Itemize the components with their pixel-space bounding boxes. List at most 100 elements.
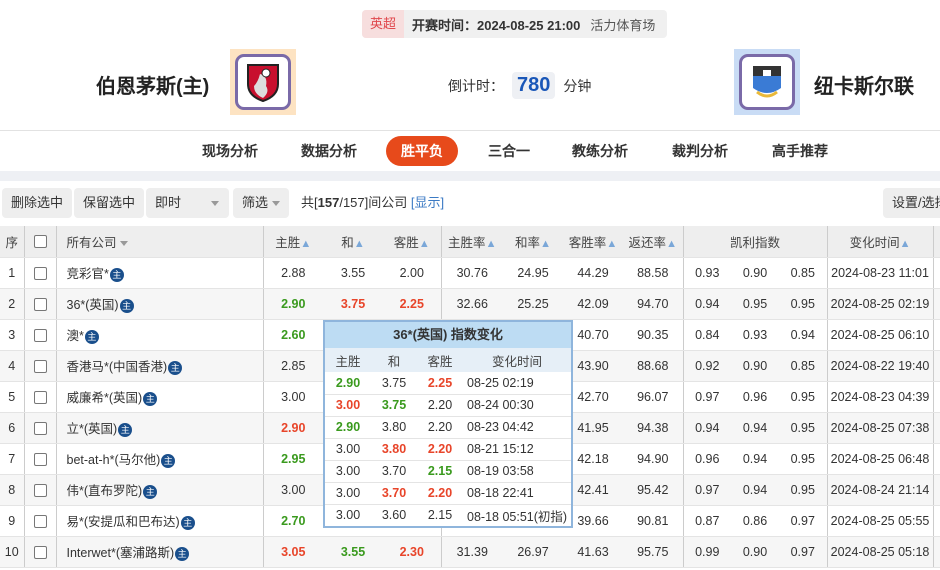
row-select[interactable] bbox=[23, 381, 56, 413]
return-rate: 95.75 bbox=[623, 536, 683, 568]
away-rate: 39.66 bbox=[563, 505, 623, 537]
company-name[interactable]: 威廉希*(英国) bbox=[66, 391, 143, 405]
kelly-draw: 0.94 bbox=[731, 412, 779, 444]
company-name[interactable]: bet-at-h*(马尔他) bbox=[66, 453, 161, 467]
tab-data-analysis[interactable]: 数据分析 bbox=[301, 143, 357, 159]
sort-up-icon: ▲ bbox=[899, 237, 911, 250]
row-select[interactable] bbox=[23, 319, 56, 351]
tab-live-analysis[interactable]: 现场分析 bbox=[202, 143, 258, 159]
col-home[interactable]: 主胜▲ bbox=[262, 226, 323, 258]
filter-dropdown[interactable]: 筛选 bbox=[233, 188, 289, 218]
home-badge-icon: 主 bbox=[84, 329, 99, 344]
company-name[interactable]: 立*(英国) bbox=[66, 422, 118, 436]
tab-three-in-one[interactable]: 三合一 bbox=[488, 143, 530, 159]
table-row[interactable]: 2 36*(英国) 主 2.90 3.75 2.25 32.66 25.25 42.09 94.7… bbox=[0, 288, 940, 320]
away-team-name[interactable]: 纽卡斯尔联 bbox=[814, 76, 914, 98]
kelly-away: 0.95 bbox=[779, 288, 828, 320]
kelly-home: 0.97 bbox=[682, 474, 731, 506]
select-all-checkbox[interactable] bbox=[23, 226, 56, 258]
row-select[interactable] bbox=[23, 350, 56, 382]
row-select[interactable] bbox=[23, 505, 56, 537]
tab-win-draw-lose[interactable]: 胜平负 bbox=[386, 136, 458, 166]
checkbox[interactable] bbox=[33, 297, 47, 311]
home-odds: 3.05 bbox=[262, 536, 323, 568]
col-home-rate[interactable]: 主胜率▲ bbox=[440, 226, 503, 258]
company-cell[interactable]: 易*(安提瓜和巴布达) 主 bbox=[55, 505, 263, 537]
checkbox[interactable] bbox=[33, 235, 47, 249]
tab-referee-analysis[interactable]: 裁判分析 bbox=[672, 143, 728, 159]
home-team-logo[interactable] bbox=[230, 49, 296, 115]
checkbox[interactable] bbox=[33, 421, 47, 435]
company-cell[interactable]: 香港马*(中国香港) 主 bbox=[55, 350, 263, 382]
show-link[interactable]: [显示] bbox=[410, 195, 445, 210]
home-odds: 2.70 bbox=[262, 505, 323, 537]
home-rate: 32.66 bbox=[440, 288, 503, 320]
tab-expert-picks[interactable]: 高手推荐 bbox=[772, 143, 828, 159]
popup-away: 2.25 bbox=[417, 372, 463, 395]
table-row[interactable]: 10 Interwet*(塞浦路斯) 主 3.05 3.55 2.30 31.39 26.97… bbox=[0, 536, 940, 568]
home-rate: 30.76 bbox=[440, 257, 503, 289]
col-away-rate[interactable]: 客胜率▲ bbox=[563, 226, 623, 258]
row-select[interactable] bbox=[23, 474, 56, 506]
away-odds: 2.00 bbox=[383, 257, 441, 289]
col-away[interactable]: 客胜▲ bbox=[383, 226, 441, 258]
company-name[interactable]: 竞彩官* bbox=[66, 267, 109, 281]
company-name[interactable]: 伟*(直布罗陀) bbox=[66, 484, 143, 498]
kelly-draw: 0.95 bbox=[731, 288, 779, 320]
sort-up-icon: ▲ bbox=[606, 237, 618, 250]
bournemouth-crest-icon bbox=[247, 64, 279, 102]
home-team-name[interactable]: 伯恩茅斯(主) bbox=[96, 76, 210, 98]
checkbox[interactable] bbox=[33, 545, 47, 559]
table-row[interactable]: 1 竞彩官* 主 2.88 3.55 2.00 30.76 24.95 44.29 88.58 0.… bbox=[0, 257, 940, 289]
popup-header: 主胜 和 客胜 变化时间 bbox=[325, 348, 571, 372]
row-select[interactable] bbox=[23, 412, 56, 444]
company-cell[interactable]: 澳* 主 bbox=[55, 319, 263, 351]
row-select[interactable] bbox=[23, 257, 56, 289]
company-cell[interactable]: Interwet*(塞浦路斯) 主 bbox=[55, 536, 263, 568]
kelly-away: 0.85 bbox=[779, 257, 828, 289]
popup-time: 08-25 02:19 bbox=[463, 372, 571, 395]
company-name[interactable]: 澳* bbox=[66, 329, 84, 343]
col-time[interactable]: 变化时间▲ bbox=[826, 226, 934, 258]
company-name[interactable]: 香港马*(中国香港) bbox=[66, 360, 168, 374]
company-cell[interactable]: bet-at-h*(马尔他) 主 bbox=[55, 443, 263, 475]
checkbox[interactable] bbox=[33, 328, 47, 342]
away-team-logo[interactable] bbox=[734, 49, 800, 115]
sort-up-icon: ▲ bbox=[353, 237, 365, 250]
checkbox[interactable] bbox=[33, 266, 47, 280]
company-cell[interactable]: 立*(英国) 主 bbox=[55, 412, 263, 444]
company-cell[interactable]: 竞彩官* 主 bbox=[55, 257, 263, 289]
popup-home: 2.90 bbox=[325, 372, 371, 395]
checkbox[interactable] bbox=[33, 514, 47, 528]
return-rate: 90.35 bbox=[623, 319, 683, 351]
away-rate: 42.18 bbox=[563, 443, 623, 475]
checkbox[interactable] bbox=[33, 452, 47, 466]
league-badge[interactable]: 英超 bbox=[362, 10, 405, 38]
kelly-home: 0.94 bbox=[682, 288, 731, 320]
checkbox[interactable] bbox=[33, 483, 47, 497]
checkbox[interactable] bbox=[33, 359, 47, 373]
row-select[interactable] bbox=[23, 288, 56, 320]
col-return[interactable]: 返还率▲ bbox=[623, 226, 683, 258]
kelly-draw: 0.96 bbox=[731, 381, 779, 413]
company-cell[interactable]: 伟*(直布罗陀) 主 bbox=[55, 474, 263, 506]
company-cell[interactable]: 36*(英国) 主 bbox=[55, 288, 263, 320]
col-draw[interactable]: 和▲ bbox=[323, 226, 383, 258]
tab-coach-analysis[interactable]: 教练分析 bbox=[572, 143, 628, 159]
col-extra bbox=[932, 226, 940, 258]
home-odds: 2.90 bbox=[262, 412, 323, 444]
delete-selected-button[interactable]: 删除选中 bbox=[2, 188, 73, 218]
company-name[interactable]: 易*(安提瓜和巴布达) bbox=[66, 515, 180, 529]
checkbox[interactable] bbox=[33, 390, 47, 404]
row-select[interactable] bbox=[23, 443, 56, 475]
company-name[interactable]: Interwet*(塞浦路斯) bbox=[66, 546, 175, 560]
mode-select[interactable]: 即时 bbox=[146, 188, 229, 218]
home-badge-icon: 主 bbox=[109, 267, 124, 282]
company-name[interactable]: 36*(英国) bbox=[66, 298, 119, 312]
col-company[interactable]: 所有公司 bbox=[55, 226, 263, 258]
keep-selected-button[interactable]: 保留选中 bbox=[74, 188, 145, 218]
company-cell[interactable]: 威廉希*(英国) 主 bbox=[55, 381, 263, 413]
col-draw-rate[interactable]: 和率▲ bbox=[503, 226, 563, 258]
row-select[interactable] bbox=[23, 536, 56, 568]
settings-button[interactable]: 设置/选择 bbox=[883, 188, 940, 218]
